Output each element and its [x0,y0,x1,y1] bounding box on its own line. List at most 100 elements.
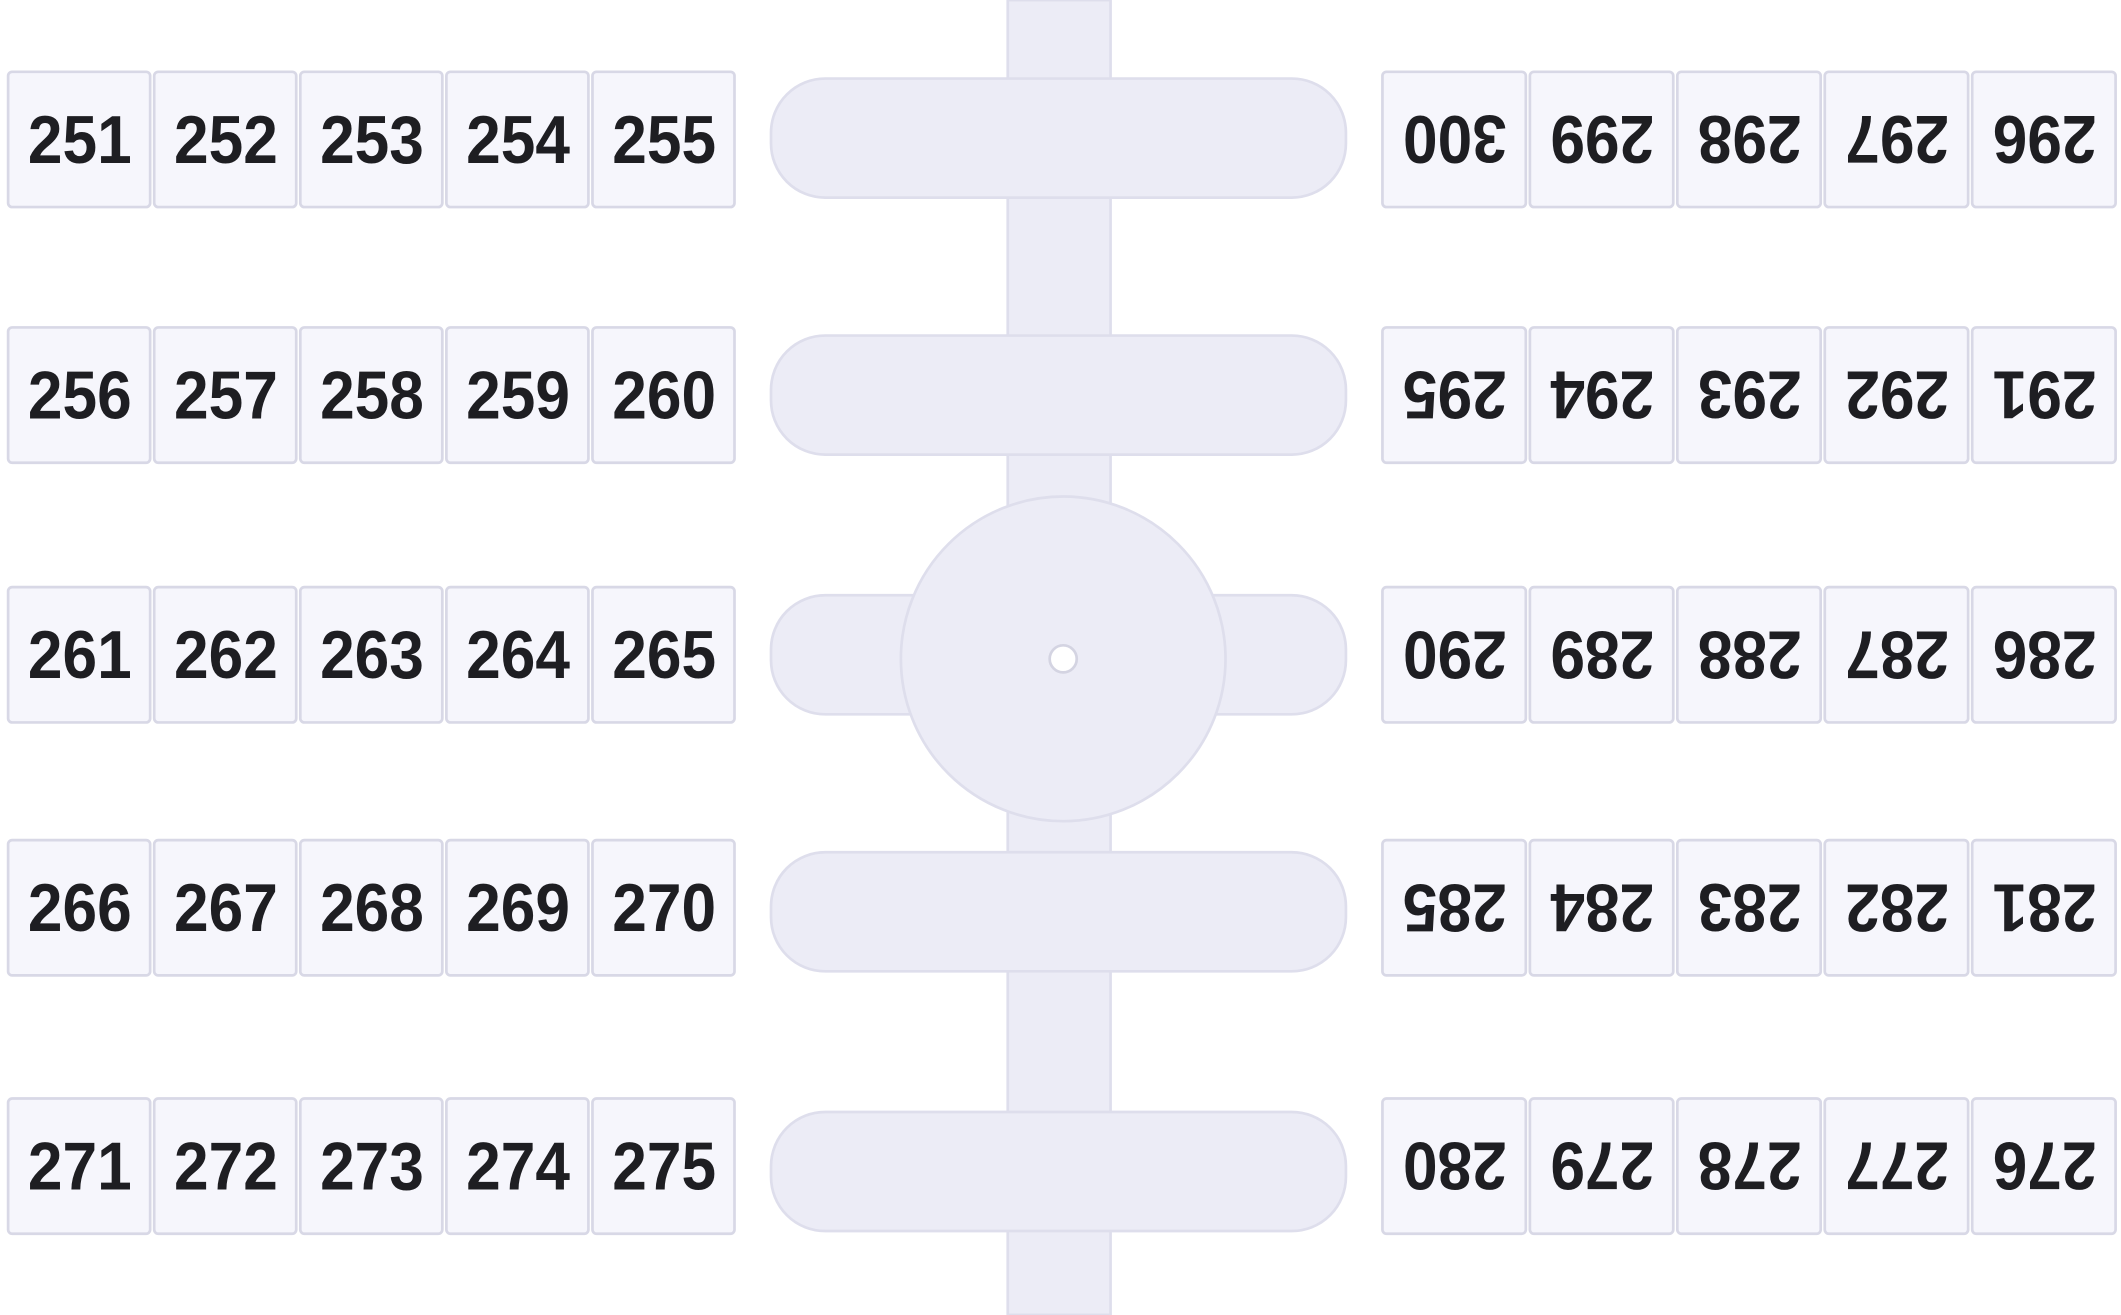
marker-cell [1528,326,1675,465]
marker-number: 275 [612,1128,716,1204]
marker-number: 292 [1845,357,1949,433]
marker-cell [152,70,298,209]
marker-strip: 300 299 298 297 296 [1381,70,2117,209]
marker-number: 296 [1993,101,2097,177]
marker-cell [298,585,444,724]
marker-number: 300 [1403,101,1507,177]
marker-cell [445,70,590,209]
marker-number: 274 [466,1128,570,1204]
marker-number: 273 [320,1128,424,1204]
marker-number: 277 [1845,1128,1949,1204]
marker-number: 272 [174,1128,278,1204]
marker-number: 271 [28,1128,132,1204]
marker-cell [1381,1097,1528,1236]
marker-cell [1675,326,1823,465]
marker-number: 287 [1845,617,1949,693]
marker-number: 285 [1403,870,1507,946]
marker-cell [1528,1097,1675,1236]
marker-number: 256 [28,357,132,433]
marker-number: 264 [466,617,570,693]
marker-cell [1675,1097,1823,1236]
marker-cell [298,326,444,465]
marker-number: 252 [174,101,278,177]
marker-number: 298 [1698,101,1802,177]
marker-cell [1970,585,2117,724]
marker-number: 260 [612,357,716,433]
marker-number: 279 [1550,1128,1654,1204]
marker-cell [1528,585,1675,724]
marker-cell [445,838,590,977]
marker-strip: 251 252 253 254 255 [6,70,736,209]
marker-cell [298,838,444,977]
marker-number: 295 [1403,357,1507,433]
marker-strip: 280 279 278 277 276 [1381,1097,2117,1236]
marker-cell [6,1097,152,1236]
marker-cell [445,585,590,724]
marker-cell [1381,585,1528,724]
marker-cell [6,585,152,724]
marker-number: 266 [28,870,132,946]
marker-strip: 271 272 273 274 275 [6,1097,736,1236]
marker-cell [6,326,152,465]
marker-number: 280 [1403,1128,1507,1204]
marker-number: 251 [28,101,132,177]
marker-number: 268 [320,870,424,946]
marker-number: 258 [320,357,424,433]
marker-cell [152,326,298,465]
marker-number: 286 [1993,617,2097,693]
marker-number: 259 [466,357,570,433]
marker-cell [1381,70,1528,209]
marker-number: 265 [612,617,716,693]
marker-cell [1970,1097,2117,1236]
marker-cell [1823,838,1970,977]
marker-cell [591,838,736,977]
marker-number: 299 [1550,101,1654,177]
marker-strip: 295 294 293 292 291 [1381,326,2117,465]
marker-number: 293 [1698,357,1802,433]
marker-cell [1970,838,2117,977]
marker-number: 269 [466,870,570,946]
marker-cell [445,326,590,465]
marker-cell [1675,838,1823,977]
marker-strip: 285 284 283 282 281 [1381,838,2117,977]
marker-number: 289 [1550,617,1654,693]
marker-cell [591,585,736,724]
marker-number: 261 [28,617,132,693]
marker-number: 284 [1550,870,1654,946]
marker-number: 294 [1550,357,1654,433]
marker-number: 276 [1993,1128,2097,1204]
marker-number: 297 [1845,101,1949,177]
marker-strip: 290 289 288 287 286 [1381,585,2117,724]
marker-number: 282 [1845,870,1949,946]
connector [769,1110,1348,1233]
marker-cell [6,838,152,977]
marker-number: 291 [1993,357,2097,433]
marker-number: 281 [1993,870,2097,946]
marker-cell [1528,70,1675,209]
hub-hole [1048,643,1079,674]
marker-cell [1381,838,1528,977]
marker-cell [152,585,298,724]
marker-cell [1970,70,2117,209]
marker-cell [591,70,736,209]
marker-cell [1675,585,1823,724]
marker-number: 270 [612,870,716,946]
marker-strip: 266 267 268 269 270 [6,838,736,977]
marker-cell [1823,70,1970,209]
marker-number: 267 [174,870,278,946]
marker-cell [298,1097,444,1236]
marker-cell [1823,326,1970,465]
marker-strip: 256 257 258 259 260 [6,326,736,465]
marker-cell [1675,70,1823,209]
marker-cell [298,70,444,209]
marker-cell [1381,326,1528,465]
marker-strip: 261 262 263 264 265 [6,585,736,724]
marker-number: 257 [174,357,278,433]
marker-cell [445,1097,590,1236]
connector [769,850,1348,973]
marker-number: 253 [320,101,424,177]
marker-cell [591,1097,736,1236]
marker-number: 255 [612,101,716,177]
